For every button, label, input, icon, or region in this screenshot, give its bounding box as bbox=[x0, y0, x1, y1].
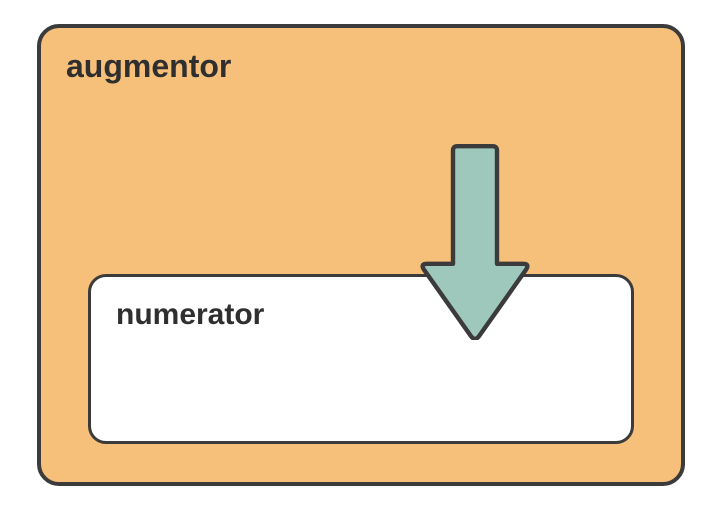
diagram-canvas: augmentor numerator bbox=[0, 0, 722, 510]
numerator-label: numerator bbox=[116, 298, 264, 332]
augmentor-label: augmentor bbox=[66, 48, 231, 85]
down-arrow-icon bbox=[420, 144, 530, 340]
